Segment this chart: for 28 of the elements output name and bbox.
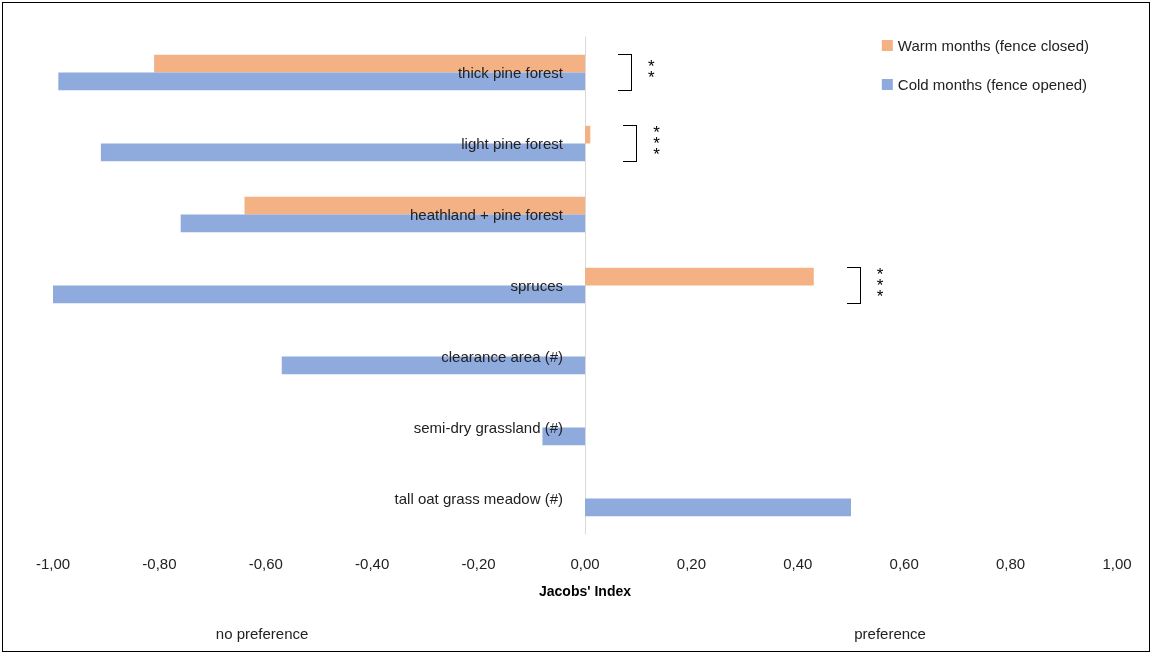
y-tick-label: thick pine forest (457, 64, 564, 81)
text: no preference (215, 625, 309, 642)
x-tick-label: 0,60 (889, 555, 919, 572)
text: preference (854, 625, 926, 642)
y-tick-label: heathland + pine forest (409, 206, 564, 223)
legend-label: Warm months (fence closed) (897, 37, 1089, 54)
bar (53, 285, 585, 304)
x-tick-label: 0,20 (676, 555, 706, 572)
x-axis-title: Jacobs' Index (538, 583, 632, 599)
bar (585, 125, 591, 144)
y-tick-label: tall oat grass meadow (#) (394, 490, 563, 507)
x-tick-label: -0,80 (142, 555, 177, 572)
annotation: *** (876, 264, 885, 306)
x-tick-label: -0,60 (248, 555, 283, 572)
x-tick-label: -1,00 (35, 555, 71, 572)
legend-label: Cold months (fence opened) (897, 76, 1088, 93)
x-tick-label: 1,00 (1102, 555, 1132, 572)
annotation: ** (648, 56, 656, 90)
x-tick-label: 0,40 (783, 555, 813, 572)
bar (585, 498, 851, 517)
y-tick-label: semi-dry grassland (#) (413, 419, 563, 436)
x-tick-label: -0,40 (355, 555, 390, 572)
y-tick-label: light pine forest (461, 135, 564, 152)
x-tick-label: 0,00 (570, 555, 600, 572)
x-tick-label: -0,20 (461, 555, 496, 572)
annotation: * ** (653, 122, 661, 164)
bar (585, 267, 814, 286)
x-tick-label: 0,80 (996, 555, 1026, 572)
